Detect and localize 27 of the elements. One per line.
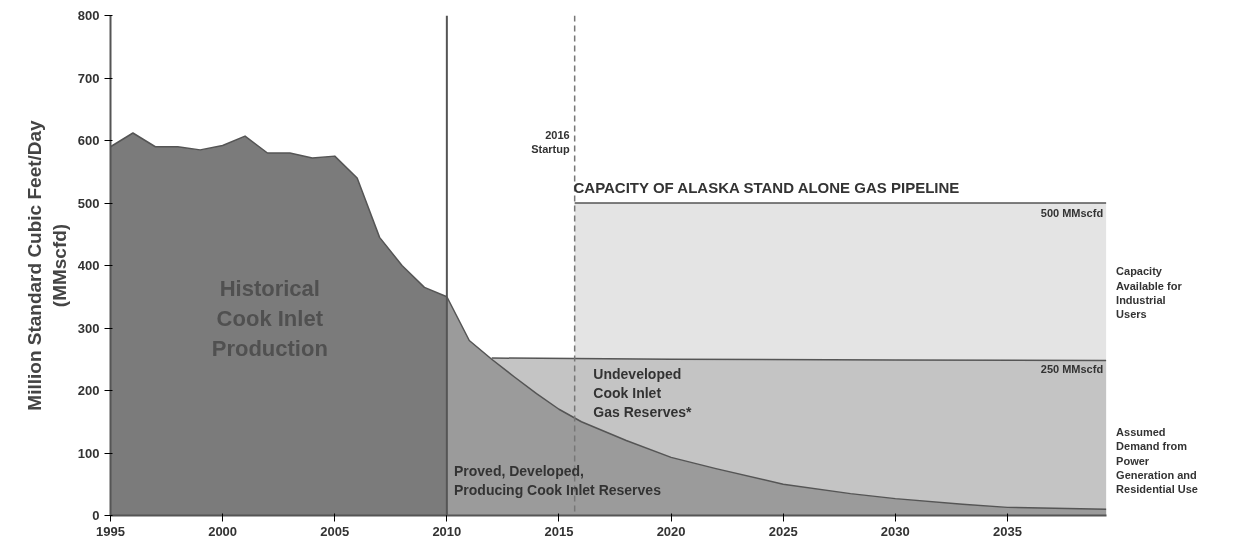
x-tick-label: 2005 xyxy=(320,523,350,539)
x-tick-label: 2000 xyxy=(208,523,238,539)
y-tick-label: 500 xyxy=(77,195,100,211)
y-tick-label: 600 xyxy=(77,133,100,148)
x-tick-label: 2025 xyxy=(768,523,798,539)
x-tick-label: 2010 xyxy=(432,523,462,539)
y-axis-title: Million Standard Cubic Feet/Day (MMscfd) xyxy=(23,119,70,411)
x-tick-label: 2015 xyxy=(544,523,574,539)
y-tick-label: 100 xyxy=(77,445,100,461)
annotation: CAPACITY OF ALASKA STAND ALONE GAS PIPELINE xyxy=(573,178,960,196)
annotation: 500 MMscfd xyxy=(1040,207,1104,219)
x-tick-label: 2030 xyxy=(880,523,910,539)
x-tick-label: 1995 xyxy=(96,523,125,539)
y-tick-label: 800 xyxy=(77,8,100,23)
y-tick-label: 0 xyxy=(92,508,100,523)
y-tick-label: 300 xyxy=(77,320,100,336)
y-tick-label: 200 xyxy=(77,383,100,398)
annotation: Proved, Developed, Producing Cook Inlet Reserves xyxy=(453,462,662,498)
annotation: 250 MMscfd xyxy=(1040,363,1104,376)
x-tick-label: 2035 xyxy=(992,523,1022,539)
annotation: Undeveloped Cook Inlet Gas Reserves* xyxy=(593,366,692,421)
y-tick-label: 700 xyxy=(77,70,100,86)
text: Assumed Demand from Power Generation and Residential Use xyxy=(1116,425,1198,496)
y-tick-label: 400 xyxy=(77,258,100,273)
text: Capacity Available for Industrial Users xyxy=(1116,265,1183,321)
ref-line-label: 2016 Startup xyxy=(531,129,570,156)
x-tick-label: 2020 xyxy=(656,523,686,539)
